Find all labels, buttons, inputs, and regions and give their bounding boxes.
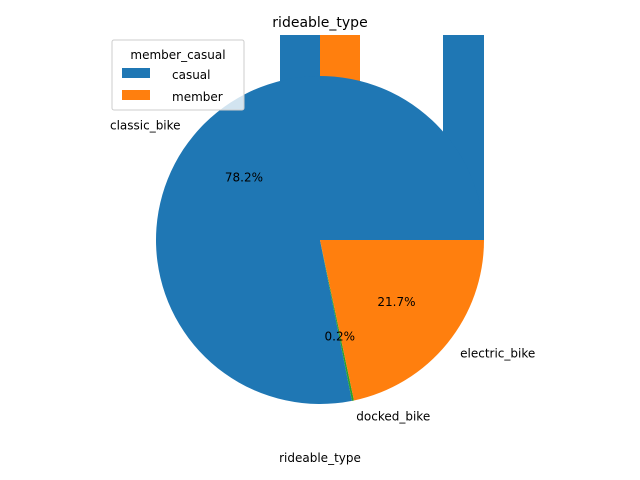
pie-slices <box>155 76 484 404</box>
chart-title: rideable_type <box>272 15 367 31</box>
pie-slice-electric-bike <box>320 240 484 401</box>
category-label-classic-bike: classic_bike <box>110 119 181 133</box>
legend-title: member_casual <box>130 48 225 62</box>
legend: member_casual casual member <box>111 39 245 111</box>
slice-labels: 78.2% classic_bike 0.2% docked_bike 21.7% ele… <box>110 119 535 424</box>
category-label-electric-bike: electric_bike <box>460 347 535 361</box>
pct-label-docked-bike: 0.2% <box>325 329 356 343</box>
x-axis-label: rideable_type <box>279 451 361 465</box>
pie-slice-docked-bike <box>320 240 354 401</box>
legend-label-casual: casual <box>172 68 211 82</box>
legend-swatch-casual <box>122 68 150 78</box>
pct-label-classic-bike: 78.2% <box>225 171 263 185</box>
pct-label-electric-bike: 21.7% <box>377 295 415 309</box>
category-label-docked-bike: docked_bike <box>356 410 430 424</box>
legend-label-member: member <box>172 90 223 104</box>
legend-swatch-member <box>122 90 150 100</box>
